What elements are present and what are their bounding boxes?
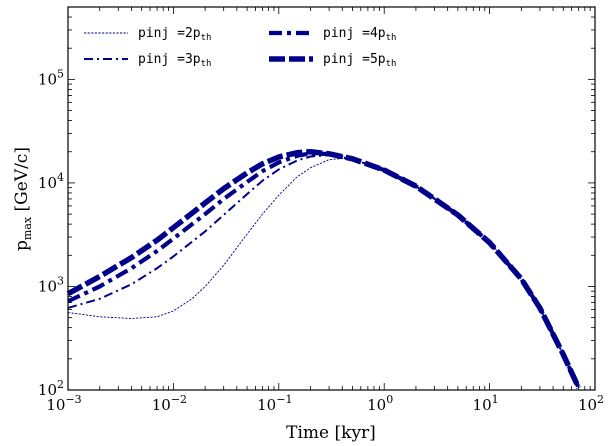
legend-item-1: pinj =2pth: [84, 26, 211, 43]
y-axis-label-main: p: [12, 240, 32, 251]
series-layer: [66, 149, 582, 389]
series-line-4: [66, 149, 582, 389]
y-tick-label: 103: [38, 274, 64, 295]
y-axis-label-unit: [GeV/c]: [12, 147, 32, 217]
legend-item-2: pinj =3pth: [84, 52, 211, 69]
x-tick-label: 100: [367, 393, 393, 414]
y-tick-label: 105: [38, 67, 64, 88]
legend-item-4: pinj =5pth: [269, 52, 396, 69]
x-axis-label: Time [kyr]: [286, 423, 376, 443]
y-axis-label: pmax [GeV/c]: [12, 147, 34, 251]
legend-item-3: pinj =4pth: [269, 26, 396, 43]
tick-labels-layer: 10−3 10−2 10−1 100 101 102 102 103 104 105: [38, 67, 604, 414]
y-axis-label-sub: max: [21, 216, 34, 240]
y-tick-label: 102: [38, 378, 64, 399]
x-tick-label: 10−1: [257, 393, 292, 414]
x-tick-label: 102: [578, 393, 604, 414]
y-tick-label: 104: [38, 171, 64, 192]
legend-label: pinj =5pth: [323, 52, 396, 69]
ticks-layer: [67, 6, 596, 391]
legend: pinj =2pth pinj =3pth pinj =4pth pinj =5pth: [84, 26, 396, 69]
legend-label: pinj =2pth: [138, 26, 211, 43]
legend-label: pinj =4pth: [323, 26, 396, 43]
x-tick-label: 10−2: [152, 393, 187, 414]
legend-label: pinj =3pth: [138, 52, 211, 69]
plot-background: [68, 7, 595, 390]
plot-frame: [67, 6, 596, 391]
x-tick-label: 101: [473, 393, 499, 414]
x-tick-label: 10−3: [46, 393, 81, 414]
